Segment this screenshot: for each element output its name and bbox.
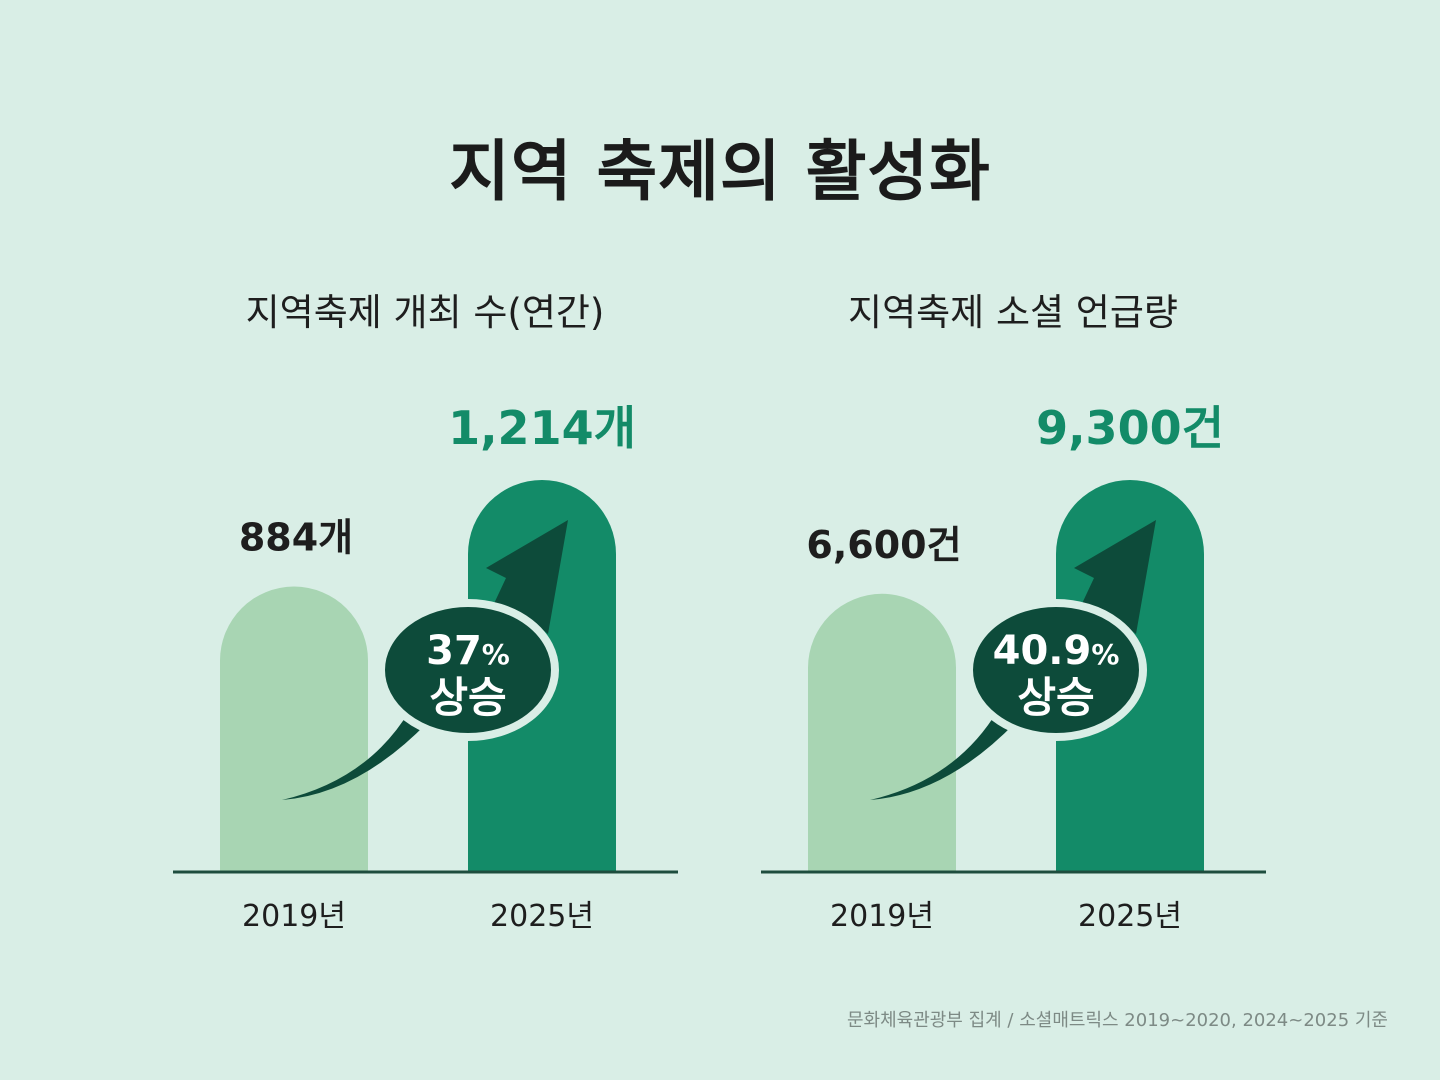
- change-value: 40.9: [993, 628, 1092, 674]
- change-text: 상승: [1017, 673, 1094, 722]
- tick-label: 2025년: [1078, 899, 1182, 934]
- change-text: 상승: [429, 673, 506, 722]
- change-bubble: [377, 599, 559, 741]
- bar-2019: [808, 593, 956, 872]
- chart-social-mentions: 지역축제 소셜 언급량 6,600건 2019년 9,300건 2025년 40.9% 상…: [758, 270, 1278, 970]
- change-percent: 37%: [426, 628, 510, 674]
- chart-canvas: 884개 2019년 1,214개 2025년 37%상승: [173, 401, 678, 934]
- value-label: 6,600건: [806, 523, 961, 567]
- change-percent: 40.9%: [993, 628, 1120, 674]
- change-unit: %: [482, 638, 510, 671]
- value-label: 884개: [239, 516, 353, 560]
- change-bubble: [965, 599, 1147, 741]
- value-label: 9,300건: [1036, 401, 1224, 455]
- page-title: 지역 축제의 활성화: [449, 133, 991, 210]
- tick-label: 2019년: [830, 899, 934, 934]
- chart-title: 지역축제 개최 수(연간): [245, 291, 605, 334]
- change-value: 37: [426, 628, 482, 674]
- chart-canvas: 6,600건 2019년 9,300건 2025년 40.9%상승: [761, 401, 1266, 934]
- tick-label: 2019년: [242, 899, 346, 934]
- chart-festival-count: 지역축제 개최 수(연간) 884개 2019년 1,214개 2025년 37% 상승: [170, 270, 690, 970]
- source-note: 문화체육관광부 집계 / 소셜매트릭스 2019~2020, 2024~2025…: [846, 1010, 1388, 1031]
- value-label: 1,214개: [448, 401, 636, 455]
- bar-2019: [220, 586, 368, 872]
- change-unit: %: [1091, 638, 1119, 671]
- chart-title: 지역축제 소셜 언급량: [848, 291, 1178, 334]
- tick-label: 2025년: [490, 899, 594, 934]
